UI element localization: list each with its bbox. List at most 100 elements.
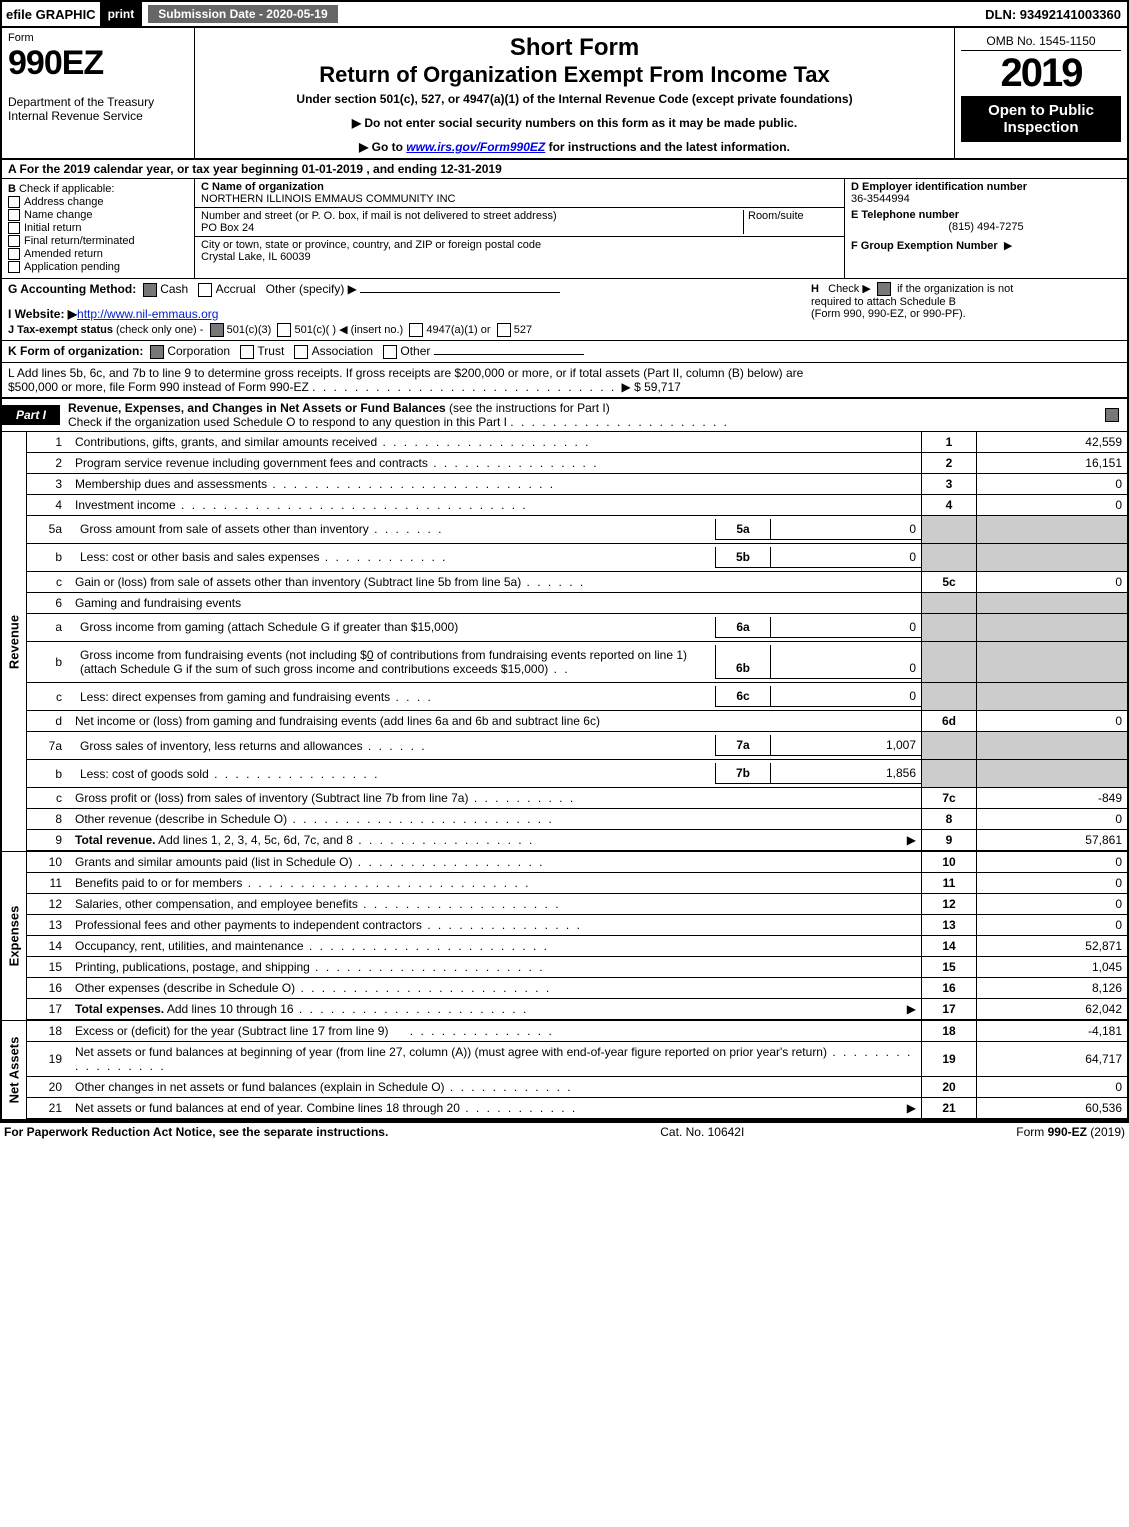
k-label: K Form of organization:	[8, 344, 143, 358]
g-label: G Accounting Method:	[8, 282, 136, 296]
j-501c3: 501(c)(3)	[227, 324, 272, 336]
chk-cash[interactable]	[143, 283, 157, 297]
line-5b: bLess: cost or other basis and sales exp…	[27, 543, 1127, 571]
opt-amended: Amended return	[24, 248, 103, 260]
city-label: City or town, state or province, country…	[201, 239, 541, 251]
dln-label: DLN: 93492141003360	[985, 7, 1127, 22]
chk-schedule-o[interactable]	[1105, 408, 1119, 422]
box-b: B Check if applicable: Address change Na…	[2, 179, 195, 278]
chk-address-change[interactable]	[8, 196, 20, 208]
chk-corporation[interactable]	[150, 345, 164, 359]
chk-application-pending[interactable]	[8, 261, 20, 273]
line-3: 3Membership dues and assessments . . . .…	[27, 473, 1127, 494]
h-txt2: if the organization is not	[897, 283, 1013, 295]
net-assets-section: Net Assets 18Excess or (deficit) for the…	[0, 1020, 1129, 1121]
line-6b: bGross income from fundraising events (n…	[27, 641, 1127, 683]
line-13: 13Professional fees and other payments t…	[27, 915, 1127, 936]
l-amount: $ 59,717	[634, 380, 681, 394]
d-label: D Employer identification number	[851, 181, 1121, 193]
part-1-title: Revenue, Expenses, and Changes in Net As…	[68, 401, 446, 415]
part-1-tab: Part I	[2, 405, 60, 425]
line-14: 14Occupancy, rent, utilities, and mainte…	[27, 936, 1127, 957]
part-1-dots: . . . . . . . . . . . . . . . . . . . . …	[510, 415, 729, 429]
chk-trust[interactable]	[240, 345, 254, 359]
g-accrual: Accrual	[216, 282, 256, 296]
chk-501c3[interactable]	[210, 323, 224, 337]
chk-527[interactable]	[497, 323, 511, 337]
dept-treasury: Department of the Treasury	[8, 95, 188, 109]
footer-right: Form 990-EZ (2019)	[1016, 1125, 1125, 1139]
chk-name-change[interactable]	[8, 209, 20, 221]
line-15: 15Printing, publications, postage, and s…	[27, 957, 1127, 978]
opt-address: Address change	[24, 196, 104, 208]
l-arrow: ▶	[622, 380, 631, 394]
j-note: (check only one) -	[116, 324, 203, 336]
h-label: H	[811, 283, 819, 295]
website-link[interactable]: http://www.nil-emmaus.org	[77, 307, 218, 321]
g-other: Other (specify) ▶	[266, 282, 357, 296]
net-assets-sidelabel: Net Assets	[2, 1021, 27, 1119]
line-5c: cGain or (loss) from sale of assets othe…	[27, 571, 1127, 592]
j-label: J Tax-exempt status	[8, 324, 113, 336]
j-4947: 4947(a)(1) or	[426, 324, 490, 336]
f-arrow: ▶	[1004, 240, 1012, 252]
b-letter: B	[8, 183, 16, 195]
chk-accrual[interactable]	[198, 283, 212, 297]
c-label: C Name of organization	[201, 181, 324, 193]
g-other-input[interactable]	[360, 292, 560, 293]
irs-link[interactable]: www.irs.gov/Form990EZ	[406, 140, 545, 154]
chk-4947[interactable]	[409, 323, 423, 337]
tax-year: 2019	[961, 51, 1121, 96]
chk-association[interactable]	[294, 345, 308, 359]
line-20: 20Other changes in net assets or fund ba…	[27, 1077, 1127, 1098]
revenue-sidelabel: Revenue	[2, 432, 27, 852]
opt-name: Name change	[24, 209, 93, 221]
line-2: 2Program service revenue including gover…	[27, 452, 1127, 473]
title-return: Return of Organization Exempt From Incom…	[201, 62, 948, 88]
line-12: 12Salaries, other compensation, and empl…	[27, 894, 1127, 915]
e-label: E Telephone number	[851, 209, 1121, 221]
addr-value: PO Box 24	[201, 222, 254, 234]
line-7a: 7aGross sales of inventory, less returns…	[27, 732, 1127, 760]
bullet-2b: for instructions and the latest informat…	[545, 140, 790, 154]
bullet-2: ▶ Go to www.irs.gov/Form990EZ for instru…	[201, 140, 948, 154]
l-line1: L Add lines 5b, 6c, and 7b to line 9 to …	[8, 366, 803, 380]
print-button[interactable]: print	[100, 2, 143, 26]
chk-initial-return[interactable]	[8, 222, 20, 234]
box-c: C Name of organization NORTHERN ILLINOIS…	[195, 179, 844, 278]
l-line2a: $500,000 or more, file Form 990 instead …	[8, 380, 309, 394]
section-b-to-f: B Check if applicable: Address change Na…	[0, 179, 1129, 279]
expenses-sidelabel: Expenses	[2, 852, 27, 1020]
line-8: 8Other revenue (describe in Schedule O) …	[27, 809, 1127, 830]
chk-other[interactable]	[383, 345, 397, 359]
line-6: 6Gaming and fundraising events	[27, 592, 1127, 613]
open-inspection: Open to Public Inspection	[961, 96, 1121, 142]
k-other-input[interactable]	[434, 354, 584, 355]
efile-label: efile GRAPHIC	[2, 7, 100, 22]
page-footer: For Paperwork Reduction Act Notice, see …	[0, 1121, 1129, 1141]
i-label: I Website: ▶	[8, 307, 77, 321]
form-number: 990EZ	[8, 44, 188, 83]
line-11: 11Benefits paid to or for members . . . …	[27, 873, 1127, 894]
line-5a: 5aGross amount from sale of assets other…	[27, 515, 1127, 543]
line-7b: bLess: cost of goods sold . . . . . . . …	[27, 760, 1127, 788]
line-9: 9Total revenue. Add lines 1, 2, 3, 4, 5c…	[27, 830, 1127, 851]
chk-final-return[interactable]	[8, 235, 20, 247]
ein-value: 36-3544994	[851, 193, 1121, 205]
opt-initial: Initial return	[24, 222, 81, 234]
line-1: 1Contributions, gifts, grants, and simil…	[27, 432, 1127, 453]
f-label: F Group Exemption Number	[851, 240, 998, 252]
line-18: 18Excess or (deficit) for the year (Subt…	[27, 1021, 1127, 1042]
line-6c: cLess: direct expenses from gaming and f…	[27, 683, 1127, 711]
org-name: NORTHERN ILLINOIS EMMAUS COMMUNITY INC	[201, 193, 455, 205]
form-word: Form	[8, 32, 188, 44]
row-a-tax-year: A For the 2019 calendar year, or tax yea…	[0, 160, 1129, 179]
line-21: 21Net assets or fund balances at end of …	[27, 1098, 1127, 1119]
h-check-text: Check ▶	[828, 283, 871, 295]
addr-label: Number and street (or P. O. box, if mail…	[201, 210, 557, 222]
part-1-header: Part I Revenue, Expenses, and Changes in…	[0, 398, 1129, 432]
chk-amended-return[interactable]	[8, 248, 20, 260]
chk-501c[interactable]	[277, 323, 291, 337]
line-6d: dNet income or (loss) from gaming and fu…	[27, 711, 1127, 732]
chk-h[interactable]	[877, 282, 891, 296]
